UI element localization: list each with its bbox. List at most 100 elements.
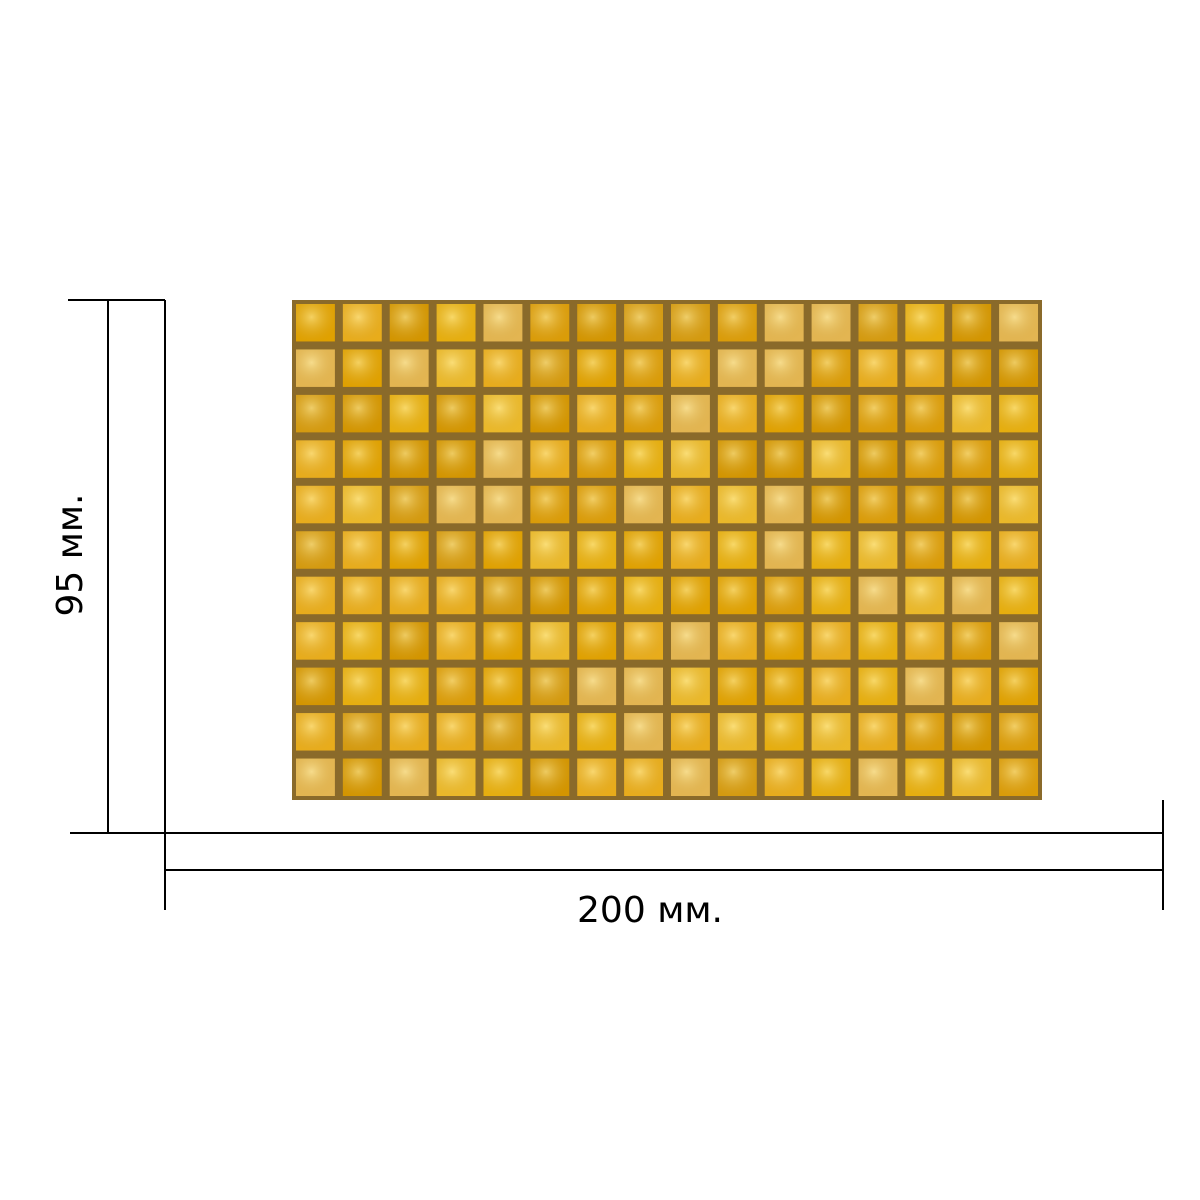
tile-shine (999, 485, 1038, 524)
tile-shine (811, 622, 851, 660)
tile-shine (671, 485, 710, 524)
tile-shine (389, 394, 429, 433)
tile-shine (577, 349, 617, 387)
tile-shine (436, 622, 476, 660)
tile-shine (999, 394, 1038, 433)
tile-shine (483, 349, 523, 387)
tile-shine (483, 576, 523, 615)
tile-shine (530, 758, 570, 796)
tile-shine (999, 304, 1038, 342)
tile-shine (717, 304, 757, 342)
tile-shine (858, 440, 898, 478)
tile-shine (671, 440, 710, 478)
tile-shine (764, 349, 804, 387)
tile-shine (436, 349, 476, 387)
tile-shine (296, 394, 335, 433)
tile-shine (296, 531, 335, 569)
tile-shine (624, 713, 663, 751)
tile-shine (811, 304, 851, 342)
tile-shine (483, 394, 523, 433)
tile-shine (436, 531, 476, 569)
tile-shine (389, 758, 429, 796)
tile-shine (764, 485, 804, 524)
tile-shine (483, 758, 523, 796)
tile-shine (952, 622, 992, 660)
tile-shine (858, 531, 898, 569)
tile-shine (811, 667, 851, 706)
tile-shine (389, 531, 429, 569)
tile-shine (811, 349, 851, 387)
tile-shine (764, 758, 804, 796)
tile-shine (811, 758, 851, 796)
tile-shine (342, 758, 382, 796)
tile-shine (905, 531, 945, 569)
tile-shine (624, 667, 663, 706)
tile-shine (858, 304, 898, 342)
tile-shine (577, 758, 617, 796)
tile-shine (530, 485, 570, 524)
tile-shine (296, 758, 335, 796)
tile-shine (952, 758, 992, 796)
tile-shine (999, 758, 1038, 796)
tile-shine (952, 667, 992, 706)
tile-shine (624, 440, 663, 478)
tile-shine (905, 758, 945, 796)
tile-shine (296, 667, 335, 706)
tile-shine (717, 531, 757, 569)
tile-shine (764, 440, 804, 478)
tile-shine (671, 713, 710, 751)
tile-shine (624, 304, 663, 342)
height-label: 95 мм. (50, 493, 91, 616)
tile-shine (999, 531, 1038, 569)
tile-shine (483, 713, 523, 751)
tile-shine (811, 713, 851, 751)
tile-shine (436, 485, 476, 524)
tile-shine (811, 394, 851, 433)
tile-shine (858, 622, 898, 660)
tile-shine (764, 713, 804, 751)
tile-shine (530, 440, 570, 478)
tile-shine (342, 576, 382, 615)
tile-shine (811, 531, 851, 569)
tile-shine (717, 394, 757, 433)
tile-shine (577, 304, 617, 342)
tile-shine (671, 622, 710, 660)
tile-shine (483, 485, 523, 524)
tile-shine (952, 713, 992, 751)
tile-shine (577, 531, 617, 569)
tile-shine (952, 485, 992, 524)
tile-shine (530, 576, 570, 615)
tile-shine (624, 622, 663, 660)
tile-shine (577, 622, 617, 660)
tile-shine (342, 667, 382, 706)
tile-shine (671, 349, 710, 387)
mosaic (296, 304, 1038, 796)
tile-shine (905, 440, 945, 478)
tile-shine (530, 667, 570, 706)
tile-shine (530, 713, 570, 751)
tile-shine (342, 485, 382, 524)
tile-shine (717, 622, 757, 660)
tile-shine (999, 349, 1038, 387)
tile-shine (483, 622, 523, 660)
tile-shine (436, 304, 476, 342)
tile-shine (764, 394, 804, 433)
tile-shine (389, 304, 429, 342)
tile-shine (671, 304, 710, 342)
tile-shine (483, 667, 523, 706)
tile-shine (389, 440, 429, 478)
tile-shine (811, 576, 851, 615)
tile-shine (342, 713, 382, 751)
tile-shine (436, 713, 476, 751)
tile-shine (296, 576, 335, 615)
tile-shine (624, 394, 663, 433)
tile-shine (577, 485, 617, 524)
tile-shine (717, 485, 757, 524)
tile-shine (671, 531, 710, 569)
tile-shine (858, 713, 898, 751)
tile-shine (999, 667, 1038, 706)
tile-shine (764, 576, 804, 615)
tile-shine (624, 485, 663, 524)
tile-shine (952, 349, 992, 387)
